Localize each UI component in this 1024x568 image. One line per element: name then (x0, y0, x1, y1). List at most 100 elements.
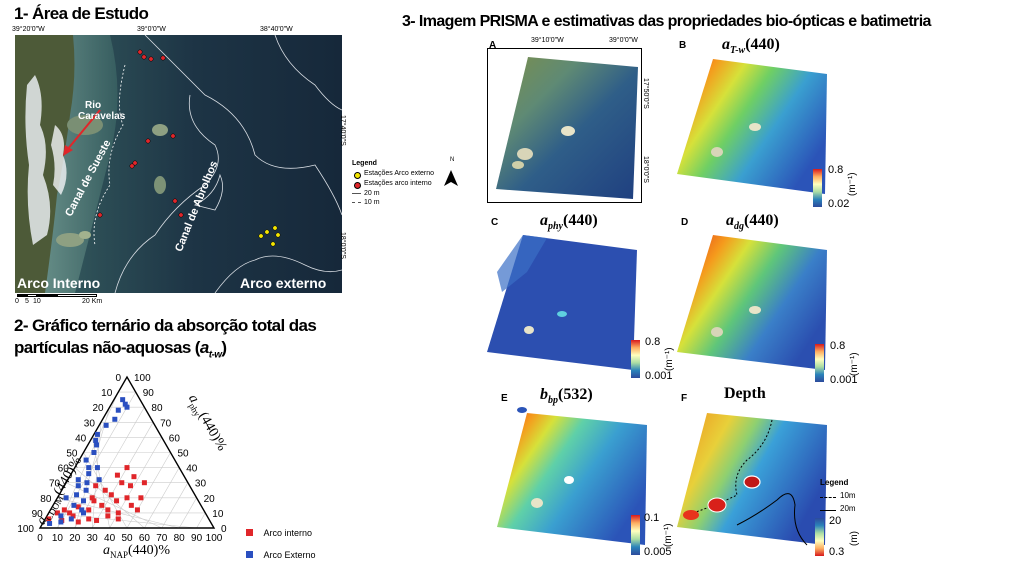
ternary-point-interno (94, 517, 100, 523)
ternary-point-externo (91, 450, 97, 455)
map-legend-item-3: 20 m (364, 190, 380, 197)
panel-c-cb-min: 0.001 (645, 370, 673, 382)
legend-red-dot-icon (354, 182, 361, 189)
panel-f-legend-item-10m: 10m (840, 491, 856, 500)
panel-c-map-image (487, 235, 637, 370)
map-coord-right-2: 18°0'0"S (339, 232, 346, 259)
ternary-point-interno (75, 519, 81, 525)
ternary-tick-bottom: 60 (139, 533, 151, 544)
ternary-point-interno (86, 507, 92, 513)
panel-f-title: Depth (724, 385, 766, 402)
panel-e-cb-unit: (m⁻¹) (663, 523, 674, 547)
ternary-tick-right: 90 (143, 388, 155, 399)
map-label-caravelas: Caravelas (78, 111, 126, 122)
ternary-point-externo (115, 407, 121, 413)
study-area-map-image (15, 35, 342, 293)
ternary-point-externo (71, 502, 77, 508)
ternary-point-externo (83, 457, 89, 463)
panel-d-cb-min: 0.001 (830, 374, 858, 386)
ternary-tick-right: 100 (134, 373, 151, 384)
panel-e-letter: E (501, 393, 508, 404)
ternary-tick-bottom: 90 (191, 533, 203, 544)
ternary-legend-item-externo: Arco Externo (246, 546, 315, 564)
ternary-point-externo (86, 471, 92, 477)
panel-b-map-image (677, 59, 827, 194)
ternary-point-externo (112, 416, 118, 422)
map-coord-top-3: 38°40'0"W (260, 26, 293, 33)
panel-b-cb-unit: (m⁻¹) (847, 172, 858, 196)
north-label: N (450, 157, 455, 163)
ternary-point-interno (131, 474, 137, 480)
ternary-point-interno (105, 507, 111, 513)
panel-a-coord-right-2: 18°0'0"S (642, 156, 649, 183)
ternary-point-interno (119, 480, 125, 486)
ternary-point-interno (67, 510, 73, 516)
panel-f-cb-unit: (m) (849, 531, 860, 546)
panel-f-legend-title: Legend (820, 478, 849, 487)
ternary-point-externo (81, 510, 86, 516)
ternary-legend-item-interno: Arco interno (246, 524, 312, 542)
ternary-tick-right: 20 (204, 494, 216, 505)
ternary-point-externo (94, 465, 100, 471)
ternary-tick-bottom: 10 (52, 533, 64, 544)
panel-e-title: bbp(532) (540, 386, 593, 407)
ternary-point-externo (120, 397, 126, 403)
blue-square-icon (246, 551, 253, 559)
ternary-point-externo (124, 404, 130, 410)
ternary-tick-left: 0 (115, 373, 121, 384)
map-legend-item-4: 10 m (364, 199, 380, 206)
panel-c-letter: C (491, 217, 499, 228)
map-legend: Legend Estações Arco externo Estações ar… (352, 160, 462, 220)
panel-c-cb-max: 0.8 (645, 336, 661, 348)
ternary-point-externo (96, 477, 102, 483)
ternary-tick-right: 10 (212, 509, 224, 520)
panel-c-title: aphy(440) (540, 212, 598, 233)
panel-f-legend-solid-icon (820, 510, 836, 511)
ternary-point-externo (79, 507, 85, 513)
ternary-point-interno (134, 507, 140, 513)
ternary-point-interno (115, 516, 121, 522)
panel-f-colorbar (815, 518, 824, 556)
ternary-tick-bottom: 70 (156, 533, 168, 544)
panel-e-colorbar (631, 515, 640, 555)
ternary-axis-bottom-label: aNAP(440)% (103, 543, 171, 560)
ternary-tick-right: 30 (195, 479, 207, 490)
panel-d-map-image (677, 235, 827, 370)
ternary-point-interno (86, 516, 92, 522)
ternary-point-externo (83, 487, 89, 493)
ternary-point-externo (122, 401, 128, 407)
scale-label-10: 10 (33, 298, 41, 305)
ternary-tick-bottom: 100 (206, 533, 223, 544)
ternary-point-interno (105, 513, 111, 519)
ternary-point-externo (94, 431, 100, 437)
ternary-point-externo (58, 513, 64, 519)
ternary-tick-bottom: 80 (174, 533, 186, 544)
panel-b-colorbar (813, 169, 822, 207)
map-legend-item-1: Estações Arco externo (364, 170, 435, 177)
panel-f-letter: F (681, 393, 688, 404)
ternary-point-interno (91, 498, 97, 504)
ternary-tick-bottom: 20 (69, 533, 81, 544)
ternary-tick-left: 20 (92, 403, 104, 414)
ternary-tick-bottom: 40 (104, 533, 116, 544)
panel-f-legend-dashed-icon (820, 497, 836, 498)
panel-d-colorbar (815, 344, 824, 382)
ternary-point-interno (89, 495, 95, 501)
ternary-point-externo (58, 519, 64, 525)
map-label-rio: Rio (85, 100, 102, 111)
map-label-arco-interno: Arco Interno (17, 275, 101, 291)
panel-b-letter: B (679, 40, 687, 51)
ternary-point-externo (93, 437, 99, 443)
ternary-tick-right: 60 (169, 433, 181, 444)
red-square-icon (246, 529, 253, 537)
ternary-point-externo (47, 520, 53, 526)
panel-d-cb-max: 0.8 (830, 340, 846, 352)
panel-a-coord-top-2: 39°0'0"W (609, 37, 638, 44)
legend-solid-line-icon (352, 193, 361, 194)
panel-f-cb-min: 0.3 (829, 546, 845, 558)
map-legend-item-2: Estações arco interno (364, 180, 432, 187)
ternary-tick-right: 70 (160, 418, 172, 429)
ternary-tick-right: 40 (186, 464, 198, 475)
ternary-point-interno (124, 465, 130, 471)
section1-title: 1- Área de Estudo (14, 4, 149, 23)
